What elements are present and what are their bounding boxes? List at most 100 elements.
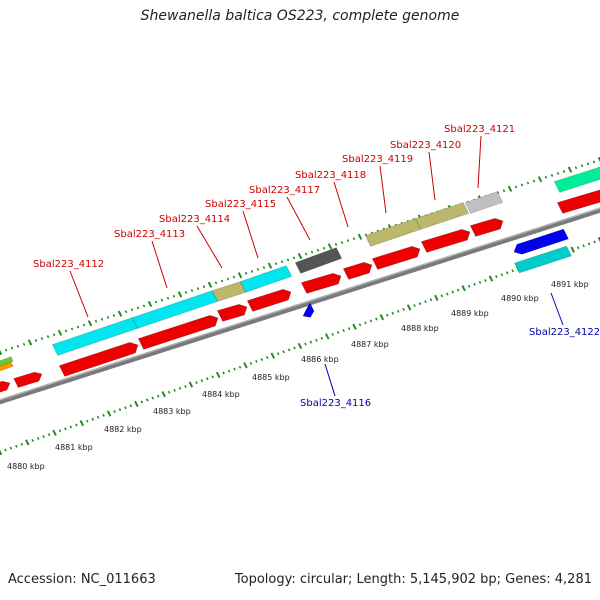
upper-tick-mark bbox=[280, 260, 284, 264]
map-title: Shewanella baltica OS223, complete genom… bbox=[140, 8, 460, 24]
lower-tick-mark bbox=[69, 425, 73, 429]
lower-tick-mark bbox=[297, 342, 303, 350]
gene-leader-line bbox=[151, 240, 168, 289]
partial-cds-arrow bbox=[13, 371, 43, 388]
upper-tick-mark bbox=[100, 317, 104, 321]
upper-tick-mark bbox=[544, 175, 548, 179]
cds-arrow bbox=[300, 273, 342, 294]
upper-tick-mark bbox=[256, 267, 260, 271]
lower-tick-mark bbox=[385, 313, 389, 317]
upper-tick-mark bbox=[357, 233, 363, 240]
lower-tick-mark bbox=[102, 413, 105, 417]
lower-tick-mark bbox=[156, 394, 160, 398]
lower-tick-mark bbox=[331, 332, 335, 336]
upper-tick-mark bbox=[520, 183, 524, 187]
gene-label: Sbal223_4120 bbox=[390, 140, 461, 151]
upper-tick-mark bbox=[172, 294, 176, 298]
upper-tick-mark bbox=[87, 320, 93, 327]
lower-tick-mark bbox=[293, 346, 296, 350]
lower-tick-mark bbox=[276, 352, 280, 356]
lower-tick-mark bbox=[91, 417, 95, 421]
lower-tick-mark bbox=[396, 309, 400, 313]
lower-tick-mark bbox=[167, 390, 171, 394]
upper-tick-mark bbox=[316, 248, 320, 252]
upper-tick-mark bbox=[117, 310, 123, 317]
lower-tick-mark bbox=[418, 302, 422, 306]
upper-tick-mark bbox=[46, 335, 50, 339]
upper-tick-mark bbox=[597, 156, 600, 163]
upper-tick-mark bbox=[124, 310, 128, 314]
upper-tick-mark bbox=[106, 315, 110, 319]
lower-tick-mark bbox=[429, 298, 433, 302]
lower-tick-mark bbox=[42, 435, 45, 439]
lower-tick-mark bbox=[500, 273, 504, 277]
cds-arrow bbox=[246, 289, 292, 312]
accession-text: Accession: NC_011663 bbox=[8, 572, 156, 587]
lower-tick-mark bbox=[402, 307, 405, 311]
cds-arrow bbox=[342, 262, 373, 280]
upper-tick-mark bbox=[0, 349, 3, 356]
upper-tick-mark bbox=[214, 281, 218, 285]
gene-leader-line bbox=[379, 165, 387, 214]
scale-tick-label: 4880 kbp bbox=[7, 462, 45, 471]
upper-tick-mark bbox=[496, 191, 500, 195]
gene-leader-line bbox=[242, 210, 259, 259]
lower-tick-mark bbox=[587, 242, 591, 246]
lower-tick-mark bbox=[238, 365, 242, 369]
cds-arrow bbox=[137, 315, 219, 350]
gene-label: Sbal223_4116 bbox=[300, 398, 371, 409]
upper-tick-mark bbox=[142, 304, 146, 308]
lower-tick-mark bbox=[222, 371, 225, 375]
upper-tick-mark bbox=[64, 329, 68, 333]
upper-tick-mark bbox=[304, 252, 308, 256]
lower-tick-mark bbox=[79, 419, 85, 427]
lower-tick-mark bbox=[188, 381, 194, 388]
upper-tick-mark bbox=[16, 344, 20, 348]
lower-tick-mark bbox=[505, 271, 509, 275]
lower-tick-mark bbox=[200, 379, 204, 383]
gene-leader-line bbox=[428, 151, 436, 201]
genome-summary-text: Topology: circular; Length: 5,145,902 bp… bbox=[234, 572, 592, 587]
upper-tick-mark bbox=[82, 323, 86, 327]
lower-tick-mark bbox=[58, 429, 62, 433]
scale-tick-label: 4887 kbp bbox=[351, 340, 389, 349]
upper-tick-mark bbox=[166, 296, 170, 300]
lower-tick-mark bbox=[391, 311, 395, 315]
gene-label: Sbal223_4118 bbox=[295, 170, 366, 181]
gene-leader-line bbox=[324, 363, 336, 397]
upper-tick-mark bbox=[40, 337, 44, 341]
lower-tick-mark bbox=[85, 419, 89, 423]
scale-tick-label: 4881 kbp bbox=[55, 443, 93, 452]
upper-tick-mark bbox=[310, 250, 314, 254]
lower-tick-mark bbox=[15, 444, 18, 448]
gene-band-4117 bbox=[294, 247, 343, 274]
partial-feature bbox=[553, 166, 600, 193]
cds-arrow bbox=[216, 304, 248, 322]
upper-tick-mark bbox=[70, 327, 74, 331]
lower-tick-mark bbox=[113, 410, 116, 414]
upper-tick-mark bbox=[574, 166, 578, 170]
lower-tick-mark bbox=[445, 292, 449, 296]
lower-tick-mark bbox=[129, 404, 133, 408]
gene-leader-line bbox=[477, 135, 482, 189]
upper-tick-mark bbox=[526, 181, 530, 185]
lower-tick-mark bbox=[173, 388, 176, 392]
lower-tick-mark bbox=[52, 429, 57, 436]
lower-tick-mark bbox=[9, 446, 13, 450]
lower-tick-mark bbox=[358, 323, 362, 327]
upper-tick-mark bbox=[94, 319, 98, 323]
lower-tick-mark bbox=[47, 433, 51, 437]
lower-tick-mark bbox=[364, 321, 367, 325]
cds-arrow bbox=[469, 218, 504, 237]
upper-tick-mark bbox=[340, 241, 344, 245]
lower-tick-mark bbox=[151, 396, 155, 400]
lower-tick-mark bbox=[75, 423, 78, 427]
scale-tick-label: 4886 kbp bbox=[301, 355, 339, 364]
upper-tick-mark bbox=[4, 348, 8, 352]
lower-tick-mark bbox=[36, 437, 40, 440]
lower-tick-mark bbox=[233, 367, 236, 371]
lower-tick-mark bbox=[342, 329, 345, 333]
upper-tick-mark bbox=[196, 287, 200, 291]
